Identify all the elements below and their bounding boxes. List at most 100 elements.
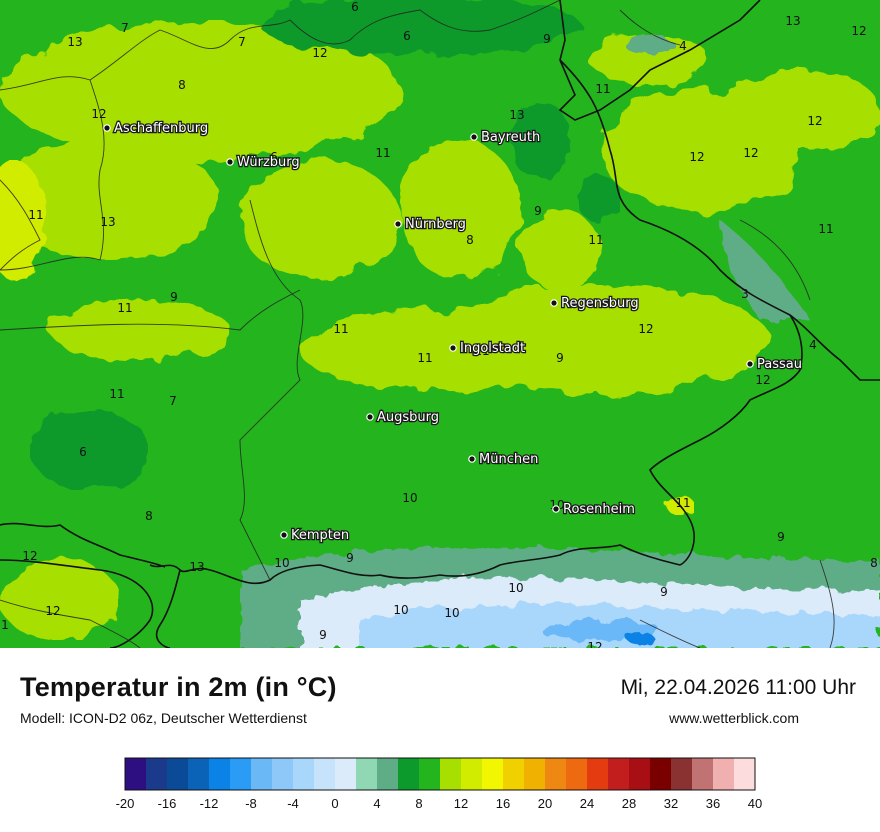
legend-swatch [545, 758, 567, 790]
legend-swatch [629, 758, 651, 790]
temperature-value: 10 [402, 491, 417, 505]
city-label: Augsburg [377, 410, 439, 425]
temperature-value: 12 [851, 24, 866, 38]
legend-swatch [293, 758, 315, 790]
legend-tick-label: 12 [454, 796, 468, 811]
temperature-value: 6 [351, 0, 359, 14]
temperature-value: 12 [743, 146, 758, 160]
legend-swatch [566, 758, 588, 790]
temperature-value: 11 [588, 233, 603, 247]
legend-tick-label: 8 [415, 796, 422, 811]
temperature-value: 11 [595, 82, 610, 96]
temperature-value: 11 [117, 301, 132, 315]
legend-tick-label: 16 [496, 796, 510, 811]
temperature-value: 12 [755, 373, 770, 387]
temperature-value: 12 [22, 549, 37, 563]
temperature-value: 13 [189, 560, 204, 574]
temperature-value: 11 [675, 496, 690, 510]
temperature-value: 13 [100, 215, 115, 229]
city-marker-aschaffenburg [103, 124, 111, 132]
temperature-value: 10 [508, 581, 523, 595]
city-marker-münchen [468, 455, 476, 463]
temperature-value: 9 [556, 351, 564, 365]
model-info: Modell: ICON-D2 06z, Deutscher Wetterdie… [20, 710, 307, 726]
city-marker-bayreuth [470, 133, 478, 141]
legend-swatch [440, 758, 462, 790]
temperature-value: 12 [807, 114, 822, 128]
legend-swatch [377, 758, 399, 790]
state-borders [0, 0, 835, 648]
temperature-value: 12 [638, 322, 653, 336]
legend-swatch [692, 758, 714, 790]
temperature-value: 8 [145, 509, 153, 523]
temperature-value: 9 [319, 628, 327, 642]
temperature-value: 12 [587, 640, 602, 648]
temperature-value: 1 [1, 618, 9, 632]
website-link[interactable]: www.wetterblick.com [669, 710, 799, 726]
legend-swatch [314, 758, 336, 790]
legend-swatch [482, 758, 504, 790]
legend-swatch [251, 758, 273, 790]
city-marker-augsburg [366, 413, 374, 421]
legend-swatch [524, 758, 546, 790]
city-marker-ingolstadt [449, 344, 457, 352]
temperature-value: 9 [346, 551, 354, 565]
temperature-value: 7 [169, 394, 177, 408]
temperature-value: 8 [870, 556, 878, 570]
city-label: Nürnberg [405, 217, 466, 232]
city-marker-kempten [280, 531, 288, 539]
legend-swatch [587, 758, 609, 790]
temperature-value: 12 [312, 46, 327, 60]
cool-zones [30, 0, 620, 490]
city-marker-rosenheim [552, 505, 560, 513]
city-label: Kempten [291, 528, 349, 543]
legend-swatch [671, 758, 693, 790]
legend-swatch [209, 758, 231, 790]
legend-swatch [146, 758, 168, 790]
city-label: Würzburg [237, 155, 300, 170]
city-label: Aschaffenburg [114, 121, 208, 136]
map-title: Temperatur in 2m (in °C) [20, 672, 337, 702]
temperature-value: 13 [67, 35, 82, 49]
temperature-value: 9 [534, 204, 542, 218]
temperature-map[interactable]: 6 13 7 7 12 6 9 4 13 12 8 12 11 13 12 6 11 12 12 11 13 9 8 11 11… [0, 0, 880, 648]
temperature-value: 12 [45, 604, 60, 618]
temperature-value: 8 [466, 233, 474, 247]
legend-swatch [419, 758, 441, 790]
legend-swatch [608, 758, 630, 790]
legend-swatch [398, 758, 420, 790]
legend-tick-label: 24 [580, 796, 594, 811]
footer: Temperatur in 2m (in °C) Modell: ICON-D2… [0, 648, 880, 830]
temperature-value: 11 [109, 387, 124, 401]
legend-swatch [461, 758, 483, 790]
legend-swatch [272, 758, 294, 790]
legend-swatch [188, 758, 210, 790]
city-label: Ingolstadt [460, 341, 525, 356]
legend-tick-label: 0 [331, 796, 338, 811]
temperature-value: 7 [238, 35, 246, 49]
legend-swatch [713, 758, 735, 790]
temperature-value: 12 [91, 107, 106, 121]
legend-frame [124, 757, 756, 791]
temperature-value: 6 [79, 445, 87, 459]
temperature-value: 4 [679, 39, 687, 53]
color-legend: -20 -16 -12 -8 -4 0 4 8 12 16 20 24 28 32 36 40 [0, 748, 880, 828]
legend-swatch [503, 758, 525, 790]
city-marker-nürnberg [394, 220, 402, 228]
forecast-datetime: Mi, 22.04.2026 11:00 Uhr [620, 676, 856, 699]
city-label: Passau [757, 357, 802, 372]
legend-tick-label: -12 [200, 796, 219, 811]
legend-tick-label: -8 [245, 796, 257, 811]
city-label: Regensburg [561, 296, 639, 311]
temperature-value: 11 [375, 146, 390, 160]
legend-tick-label: 4 [373, 796, 380, 811]
temperature-value: 8 [178, 78, 186, 92]
legend-swatch [125, 758, 147, 790]
legend-tick-label: 28 [622, 796, 636, 811]
legend-swatch [356, 758, 378, 790]
legend-tick-label: -16 [158, 796, 177, 811]
legend-swatch [734, 758, 756, 790]
temperature-value: 10 [274, 556, 289, 570]
temperature-value: 11 [333, 322, 348, 336]
city-label: München [479, 452, 538, 467]
